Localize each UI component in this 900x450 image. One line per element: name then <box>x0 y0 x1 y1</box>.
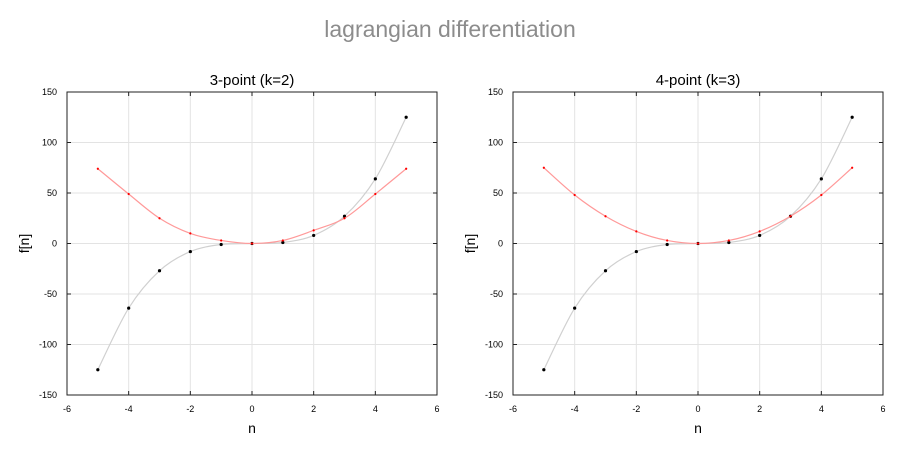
x-tick-label: -4 <box>125 404 133 414</box>
function-data-point <box>281 240 285 245</box>
chart-panel-1: -6 -4 -2 0 2 4 6 -150 -100 -50 0 50 100 150 3-point (k… <box>16 72 440 436</box>
x-tick-label: 0 <box>249 404 254 414</box>
x-axis-label: n <box>694 420 702 436</box>
x-tick-label: 6 <box>434 404 439 414</box>
derivative-data-point <box>635 230 638 233</box>
function-data-point <box>634 249 638 254</box>
derivative-data-point <box>374 192 377 196</box>
x-tick-label: 0 <box>695 404 700 414</box>
x-tick-label: -6 <box>509 404 517 414</box>
derivative-data-point <box>758 230 761 233</box>
derivative-data-point <box>851 166 854 169</box>
function-data-point <box>665 242 669 247</box>
derivative-data-point <box>789 215 792 218</box>
derivative-data-point <box>542 166 545 169</box>
function-data-point <box>850 115 854 119</box>
y-tick-label: 100 <box>42 138 57 148</box>
derivative-data-point <box>727 239 730 242</box>
derivative-data-point <box>96 167 99 170</box>
function-data-point <box>819 177 823 181</box>
derivative-data-point <box>343 217 346 220</box>
y-axis-label: f[n] <box>16 234 32 253</box>
chart-panel-2: -6 -4 -2 0 2 4 6 -150 -100 -50 0 50 100 150 4-point (k… <box>462 72 886 436</box>
derivative-data-point <box>696 242 700 245</box>
function-data-point <box>219 242 223 247</box>
x-tick-label: -4 <box>571 404 579 414</box>
y-tick-label: -100 <box>485 340 503 350</box>
y-tick-label: 150 <box>488 87 503 97</box>
function-data-point <box>603 269 608 273</box>
y-tick-label: 150 <box>42 87 57 97</box>
derivative-data-point <box>281 239 284 242</box>
derivative-data-point <box>250 242 254 245</box>
chart-title: 4-point (k=3) <box>656 72 741 89</box>
x-tick-label: -2 <box>632 404 640 414</box>
y-tick-label: -150 <box>485 390 503 400</box>
function-data-point <box>96 368 100 372</box>
y-tick-label: 50 <box>493 188 503 198</box>
x-tick-label: 4 <box>819 404 824 414</box>
chart-title: 3-point (k=2) <box>210 72 295 89</box>
y-tick-label: -50 <box>44 289 57 299</box>
derivative-data-point <box>405 167 408 170</box>
x-tick-label: -2 <box>186 404 194 414</box>
function-data-point <box>342 214 347 218</box>
function-data-point <box>312 233 316 238</box>
derivative-data-point <box>220 239 223 242</box>
function-data-point <box>758 233 762 238</box>
function-data-point <box>188 249 192 254</box>
y-tick-label: 0 <box>52 239 57 249</box>
derivative-data-point <box>312 229 315 232</box>
y-tick-label: -100 <box>39 340 57 350</box>
function-data-point <box>404 115 408 119</box>
y-axis-label: f[n] <box>462 234 478 253</box>
y-tick-label: 100 <box>488 138 503 148</box>
x-tick-label: -6 <box>63 404 71 414</box>
function-data-point <box>127 306 131 310</box>
x-axis-label: n <box>248 420 256 436</box>
function-data-point <box>542 368 546 372</box>
figure-title: lagrangian differentiation <box>324 16 576 42</box>
y-tick-label: -150 <box>39 390 57 400</box>
function-data-point <box>157 269 162 273</box>
derivative-data-point <box>820 193 823 197</box>
derivative-data-point <box>127 192 130 196</box>
y-tick-label: -50 <box>490 289 503 299</box>
x-tick-label: 2 <box>757 404 762 414</box>
derivative-data-point <box>158 217 161 220</box>
derivative-data-point <box>189 232 192 235</box>
derivative-data-point <box>573 193 576 197</box>
function-data-point <box>573 306 577 310</box>
derivative-data-point <box>604 215 607 218</box>
y-tick-label: 0 <box>498 239 503 249</box>
y-tick-label: 50 <box>47 188 57 198</box>
x-tick-label: 4 <box>373 404 378 414</box>
function-data-point <box>373 177 377 181</box>
x-tick-label: 6 <box>880 404 885 414</box>
function-data-point <box>727 240 731 245</box>
x-tick-label: 2 <box>311 404 316 414</box>
derivative-data-point <box>666 239 669 242</box>
